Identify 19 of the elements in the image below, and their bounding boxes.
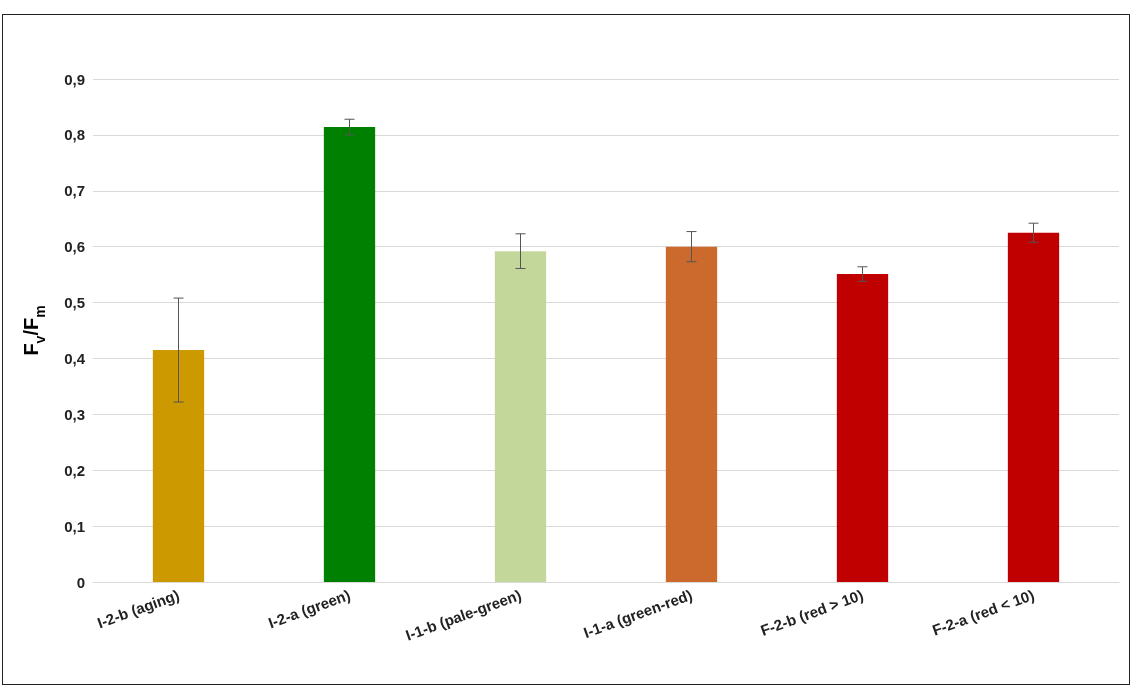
y-tick-label: 0,9 xyxy=(64,70,85,88)
y-tick-label: 0 xyxy=(76,573,85,591)
y-tick-label: 0,5 xyxy=(64,294,85,312)
y-tick-label: 0,2 xyxy=(64,461,85,479)
y-tick-label: 0,6 xyxy=(64,238,85,256)
y-axis-title: Fv/Fm xyxy=(20,305,48,356)
bar xyxy=(665,246,718,582)
y-tick-label: 0,1 xyxy=(64,517,85,535)
y-tick-label: 0,4 xyxy=(64,349,86,367)
y-tick-label: 0,7 xyxy=(64,182,85,200)
x-tick-label: F-2-a (red < 10) xyxy=(929,586,1037,639)
bar xyxy=(836,274,889,582)
bar xyxy=(494,251,547,582)
bar xyxy=(323,127,376,582)
y-tick-label: 0,8 xyxy=(64,126,85,144)
bar xyxy=(152,350,205,582)
bar xyxy=(1007,232,1060,582)
x-tick-label: F-2-b (red > 10) xyxy=(758,586,866,639)
y-tick-label: 0,3 xyxy=(64,405,85,423)
